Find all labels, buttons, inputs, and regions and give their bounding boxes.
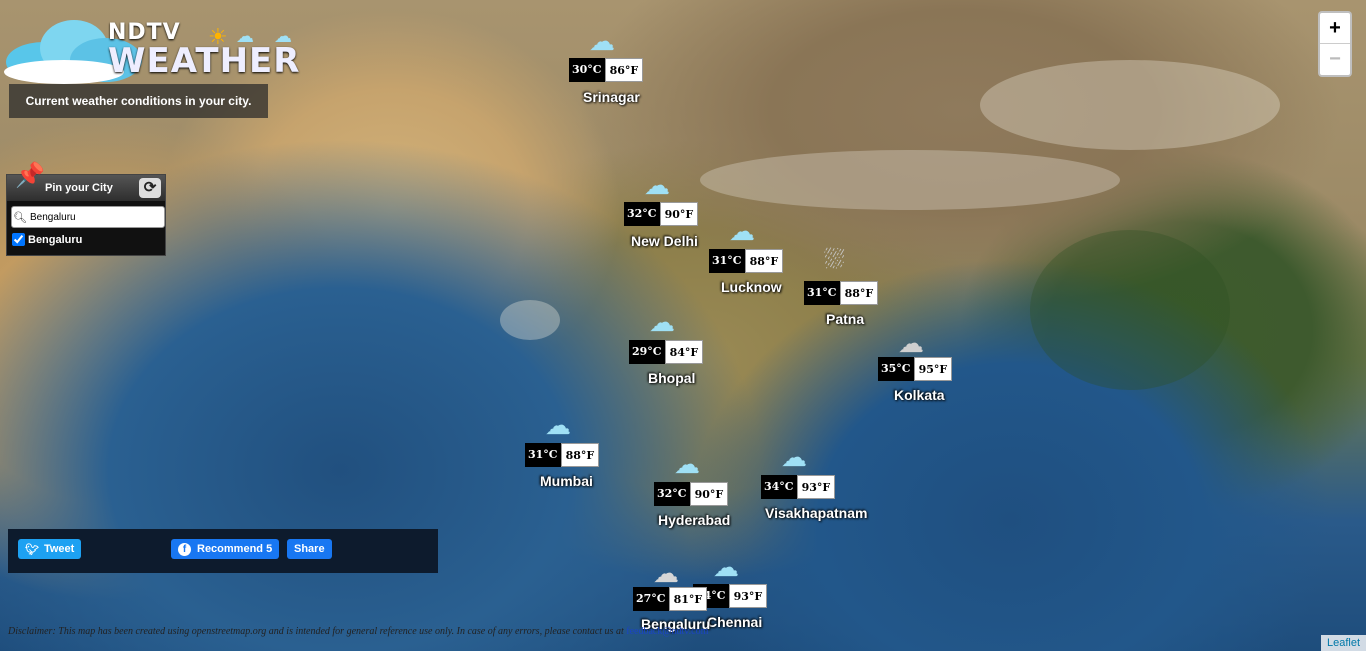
temp-fahrenheit: 88°F (744, 249, 784, 273)
temp-celsius: 34°C (761, 475, 797, 499)
logo-text: NDTV WEATHER (108, 20, 301, 81)
feedback-email-link[interactable]: feedback@ndtv.com (626, 626, 709, 637)
temp-fahrenheit: 88°F (560, 443, 600, 467)
cloud-icon: ☁ (545, 410, 571, 440)
city-name: New Delhi (631, 233, 698, 249)
tweet-label: Tweet (43, 543, 75, 555)
leaflet-attribution[interactable]: Leaflet (1320, 635, 1366, 651)
temp-celsius: 27°C (633, 587, 669, 611)
city-name: Kolkata (894, 387, 945, 403)
refresh-button[interactable]: ⟳ (139, 178, 161, 198)
facebook-recommend-button[interactable]: f Recommend 5 (171, 539, 280, 559)
twitter-bird-icon: 🐦︎ (25, 543, 39, 556)
temp-celsius: 35°C (878, 357, 914, 381)
temp-fahrenheit: 84°F (664, 340, 704, 364)
city-name: Bhopal (648, 370, 696, 386)
cloud-icon: ☁ (781, 442, 807, 472)
logo-weather: WEATHER (108, 41, 301, 81)
city-name: Hyderabad (658, 512, 731, 528)
city-search-box: 🔍︎ (11, 206, 165, 228)
cloud-icon: ☁ (649, 307, 675, 337)
city-checkbox[interactable] (12, 233, 25, 246)
cloud-icon: ☁ (589, 26, 615, 56)
temp-celsius: 29°C (629, 340, 665, 364)
temp-celsius: 30°C (569, 58, 605, 82)
mini-cloud-icon: ☁ (236, 26, 254, 46)
facebook-share-button[interactable]: Share (287, 539, 332, 559)
city-name: Bengaluru (641, 616, 711, 632)
city-checkbox-row[interactable]: Bengaluru (12, 233, 82, 246)
temp-celsius: 31°C (804, 281, 840, 305)
temp-fahrenheit: 88°F (839, 281, 879, 305)
sun-icon: ☀ (208, 24, 228, 49)
city-search-input[interactable] (28, 209, 158, 225)
temp-fahrenheit: 86°F (604, 58, 644, 82)
cloud-icon: ☁ (713, 552, 739, 582)
city-name: Srinagar (583, 89, 640, 105)
tweet-button[interactable]: 🐦︎ Tweet (18, 539, 82, 559)
temp-fahrenheit: 95°F (913, 357, 953, 381)
zoom-in-button[interactable]: + (1320, 13, 1350, 44)
facebook-icon: f (178, 542, 191, 556)
pin-city-header: 📌 Pin your City ⟳ (7, 162, 165, 201)
search-icon: 🔍︎ (13, 211, 27, 224)
temp-celsius: 32°C (624, 202, 660, 226)
cloud-icon: ☁ (644, 170, 670, 200)
pin-city-title: Pin your City (45, 182, 113, 194)
recommend-label: Recommend 5 (197, 543, 273, 555)
temp-fahrenheit: 93°F (796, 475, 836, 499)
temp-fahrenheit: 90°F (689, 482, 729, 506)
share-label: Share (294, 543, 325, 555)
zoom-out-button[interactable]: − (1329, 48, 1341, 70)
mini-cloud-icon: ☁ (274, 26, 292, 46)
cloud-icon: ☁ (729, 216, 755, 246)
rain-cloud-icon: ⛆ (824, 244, 845, 274)
tagline: Current weather conditions in your city. (9, 84, 268, 118)
disclaimer-text: Disclaimer: This map has been created us… (8, 626, 624, 637)
city-name: Visakhapatnam (765, 505, 868, 521)
logo-cloud-icon (4, 20, 142, 84)
city-name: Lucknow (721, 279, 782, 295)
temp-celsius: 31°C (709, 249, 745, 273)
cloud-icon: ☁ (674, 449, 700, 479)
grey-cloud-icon: ☁ (653, 558, 679, 588)
city-name: Chennai (707, 614, 763, 630)
temp-fahrenheit: 93°F (728, 584, 768, 608)
temp-fahrenheit: 81°F (668, 587, 708, 611)
temp-celsius: 32°C (654, 482, 690, 506)
refresh-icon: ⟳ (143, 179, 157, 196)
temp-fahrenheit: 90°F (659, 202, 699, 226)
disclaimer: Disclaimer: This map has been created us… (8, 626, 708, 637)
temp-celsius: 31°C (525, 443, 561, 467)
city-name: Mumbai (540, 473, 593, 489)
city-checkbox-label: Bengaluru (28, 233, 83, 246)
logo-ndtv: NDTV (108, 20, 181, 45)
grey-cloud-icon: ☁ (898, 328, 924, 358)
pushpin-icon: 📌 (15, 162, 45, 189)
ndtv-weather-logo: NDTV WEATHER ☀ ☁ ☁ (4, 8, 304, 84)
zoom-control: + − (1318, 11, 1352, 77)
city-name: Patna (826, 311, 865, 327)
pin-city-panel: 📌 Pin your City ⟳ 🔍︎ Bengaluru (6, 162, 166, 256)
social-bar: 🐦︎ Tweet f Recommend 5 Share (8, 529, 438, 573)
